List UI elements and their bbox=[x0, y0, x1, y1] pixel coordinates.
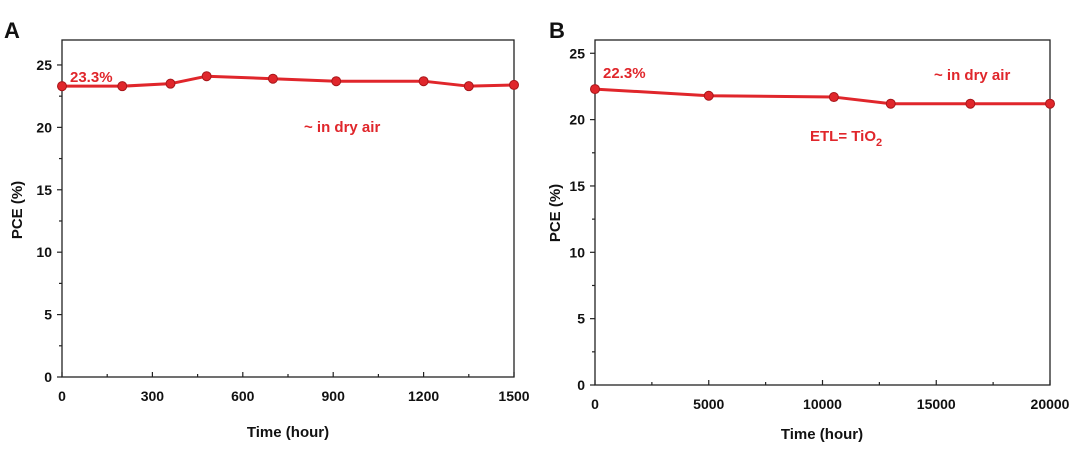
panel-b-y-tick-label: 0 bbox=[577, 377, 585, 393]
panel-a-y-tick-label: 15 bbox=[36, 182, 52, 198]
panel-a-y-axis-label: PCE (%) bbox=[9, 181, 26, 239]
panel-b-x-tick-label: 20000 bbox=[1031, 396, 1070, 412]
panel-b-y-tick-label: 20 bbox=[569, 112, 585, 128]
panel-b-data-point bbox=[703, 90, 714, 101]
panel-a-start-value-annotation: 23.3% bbox=[70, 69, 113, 86]
panel-a-y-tick-label: 25 bbox=[36, 57, 52, 73]
panel-a-data-point bbox=[509, 79, 519, 90]
panel-b-y-axis-label: PCE (%) bbox=[547, 184, 564, 242]
panel-a-plot-frame bbox=[61, 39, 515, 378]
panel-a-x-axis-label: Time (hour) bbox=[247, 424, 329, 441]
panel-b-data-point bbox=[965, 98, 976, 109]
panel-b-y-tick-label: 5 bbox=[577, 311, 585, 327]
panel-a-x-tick-label: 600 bbox=[231, 388, 255, 404]
panel-b-y-tick-label: 10 bbox=[569, 244, 585, 260]
panel-b-data-point bbox=[590, 84, 600, 95]
panel-a-x-tick-label: 1500 bbox=[498, 388, 529, 404]
panel-a-y-tick-label: 5 bbox=[44, 307, 52, 323]
panel-b-data-point bbox=[828, 92, 839, 103]
panel-b-x-tick-label: 15000 bbox=[917, 396, 956, 412]
panel-b-etl-annotation: ETL= TiO2 bbox=[810, 128, 882, 149]
panel-b-data-point bbox=[1045, 98, 1055, 109]
panel-b-etl-text: ETL= TiO bbox=[810, 128, 876, 145]
panel-a-y-tick-label: 20 bbox=[36, 119, 52, 135]
panel-a-y-tick-label: 0 bbox=[44, 369, 52, 385]
panel-a-data-point bbox=[267, 73, 278, 84]
panel-b-condition-annotation: ~ in dry air bbox=[934, 67, 1010, 84]
panel-a-data-point bbox=[117, 81, 128, 92]
panel-b-x-axis-label: Time (hour) bbox=[781, 426, 863, 443]
panel-b-x-tick-label: 10000 bbox=[803, 396, 842, 412]
panel-b-y-tick-label: 25 bbox=[569, 45, 585, 61]
panel-a-chart: A 0 300 600 900 1200 1500 0 5 10 15 20 25 Time (ho… bbox=[4, 18, 530, 441]
panel-b-chart: B 0 5000 10000 15000 20000 0 5 10 15 20 25 Time (… bbox=[547, 18, 1070, 443]
panel-b-start-value-annotation: 22.3% bbox=[603, 65, 646, 82]
panel-a-label: A bbox=[4, 18, 20, 43]
panel-b-x-tick-label: 5000 bbox=[693, 396, 724, 412]
panel-a-data-point bbox=[201, 71, 212, 82]
panel-b-label: B bbox=[549, 18, 565, 43]
panel-a-x-tick-label: 0 bbox=[58, 388, 66, 404]
panel-a-data-point bbox=[463, 81, 474, 92]
panel-b-series-line bbox=[594, 87, 1050, 106]
panel-a-series-line bbox=[62, 74, 515, 88]
panel-a-condition-annotation: ~ in dry air bbox=[304, 119, 380, 136]
panel-b-data-point bbox=[885, 98, 896, 109]
panel-b-y-tick-label: 15 bbox=[569, 178, 585, 194]
panel-a-y-tick-label: 10 bbox=[36, 244, 52, 260]
panel-b-x-tick-label: 0 bbox=[591, 396, 599, 412]
panel-a-data-point bbox=[418, 76, 429, 87]
panel-a-data-point bbox=[331, 76, 342, 87]
panel-a-x-tick-label: 900 bbox=[322, 388, 346, 404]
panel-a-x-tick-label: 1200 bbox=[408, 388, 439, 404]
panel-b-etl-subscript: 2 bbox=[876, 137, 882, 149]
panel-a-data-point bbox=[165, 78, 176, 89]
panel-a-data-point bbox=[57, 81, 67, 92]
panel-a-x-tick-label: 300 bbox=[141, 388, 165, 404]
